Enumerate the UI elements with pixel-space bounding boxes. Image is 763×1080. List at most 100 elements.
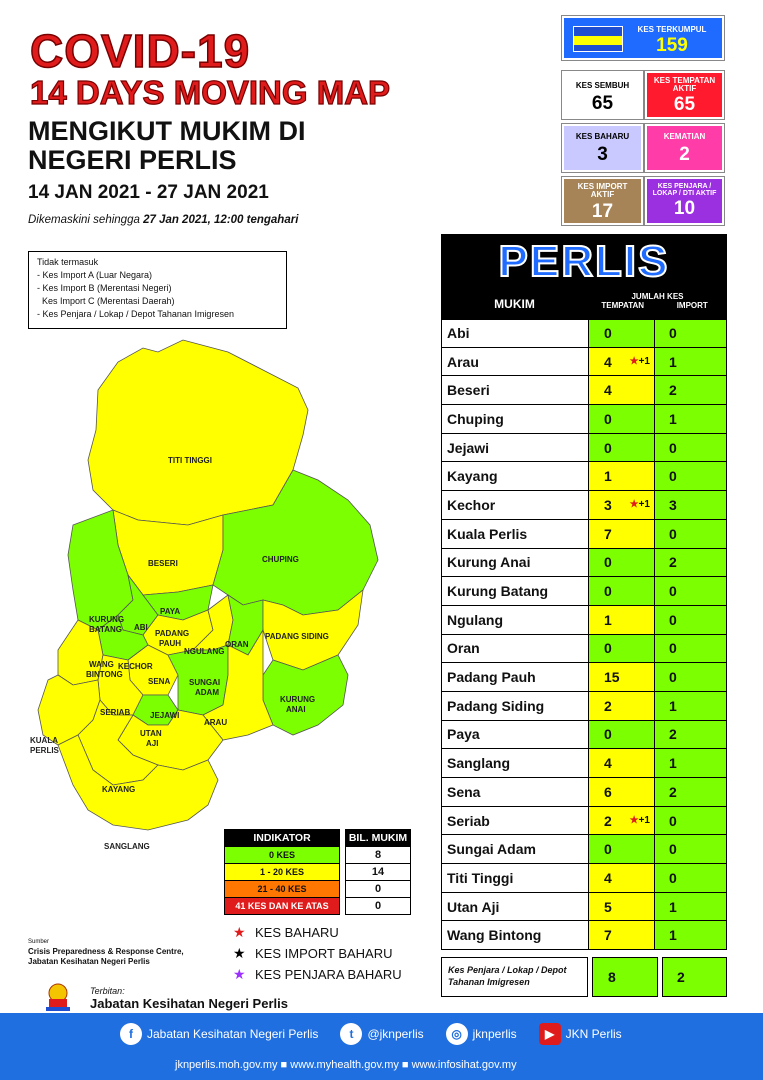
row-import-value: 0 — [655, 806, 726, 835]
new-case-indicator: ★+1 — [630, 815, 650, 826]
tempatan-count: 2 — [604, 697, 612, 714]
new-case-count: +1 — [638, 499, 650, 511]
row-mukim-name: Beseri — [442, 376, 589, 405]
tempatan-count: 7 — [604, 927, 612, 944]
stat-penjara-aktif: KES PENJARA / LOKAP / DTI AKTIF 10 — [644, 176, 725, 226]
stat-tempatan-aktif-label: KES TEMPATAN AKTIF — [653, 76, 716, 94]
map-label-padang-pauh-1: PADANG — [155, 629, 189, 638]
row-import-value: 0 — [655, 864, 726, 892]
source-note: Sumber Crisis Preparedness & Response Ce… — [28, 939, 184, 968]
table-row: Utan Aji 5 1 — [441, 892, 727, 922]
tempatan-count: 0 — [604, 439, 612, 456]
stat-sembuh-value: 65 — [591, 93, 614, 115]
row-import-value: 0 — [655, 605, 726, 634]
col-mukim: MUKIM — [494, 297, 535, 311]
note-item: - Kes Penjara / Lokap / Depot Tahanan Im… — [37, 309, 234, 320]
row-mukim-name: Abi — [442, 320, 589, 347]
footer: f Jabatan Kesihatan Negeri Perlis t @jknpe… — [0, 1013, 763, 1080]
star-label: KES IMPORT BAHARU — [255, 946, 393, 961]
prison-row-name: Kes Penjara / Lokap / Depot Tahanan Imig… — [441, 957, 588, 998]
stat-kematian: KEMATIAN 2 — [644, 123, 725, 173]
row-mukim-name: Sena — [442, 778, 589, 806]
purple-star-icon: ★ — [233, 966, 246, 982]
new-case-count: +1 — [638, 356, 650, 368]
row-tempatan-value: 0 — [589, 835, 655, 864]
date-range: 14 JAN 2021 - 27 JAN 2021 — [28, 182, 269, 203]
stat-sembuh-label: KES SEMBUH — [575, 81, 630, 90]
row-mukim-name: Sungai Adam — [442, 835, 589, 864]
row-tempatan-value: 5 — [589, 892, 655, 921]
stat-sembuh: KES SEMBUH 65 — [561, 70, 644, 120]
row-tempatan-value: 4 ★+1 — [589, 347, 655, 376]
row-tempatan-value: 6 — [589, 778, 655, 806]
legend-count-1: 14 — [345, 863, 411, 881]
row-import-value: 1 — [655, 892, 726, 921]
updated-prefix: Dikemaskini sehingga — [28, 214, 144, 226]
black-star-icon: ★ — [233, 945, 246, 961]
note-item: Kes Import C (Merentasi Daerah) — [37, 296, 175, 307]
row-tempatan-value: 3 ★+1 — [589, 491, 655, 519]
footer-links[interactable]: jknperlis.moh.gov.my ■ www.myhealth.gov.… — [175, 1059, 517, 1071]
row-import-value: 0 — [655, 320, 726, 347]
stat-tempatan-aktif: KES TEMPATAN AKTIF 65 — [644, 70, 725, 120]
table-row: Paya 0 2 — [441, 720, 727, 750]
table-row: Sungai Adam 0 0 — [441, 835, 727, 865]
table-row: Abi 0 0 — [441, 319, 727, 348]
tempatan-count: 0 — [604, 583, 612, 600]
prison-row: Kes Penjara / Lokap / Depot Tahanan Imig… — [441, 957, 727, 998]
updated-time: 27 Jan 2021, 12:00 tengahari — [143, 214, 299, 226]
exclusion-note: Tidak termasuk - Kes Import A (Luar Nega… — [28, 251, 287, 329]
stat-penjara-aktif-label: KES PENJARA / LOKAP / DTI AKTIF — [652, 183, 717, 198]
map-label-utan-aji-1: UTAN — [140, 729, 162, 738]
table-column-header: MUKIM JUMLAH KES TEMPATAN IMPORT — [441, 289, 727, 319]
map-label-sungai-adam-2: ADAM — [195, 688, 219, 697]
twitter-label: @jknperlis — [367, 1027, 424, 1041]
row-tempatan-value: 0 — [589, 548, 655, 577]
tempatan-count: 0 — [604, 325, 612, 342]
legend-col-indikator: INDIKATOR — [224, 829, 340, 847]
map-label-kurung-batang-1: KURUNG — [89, 615, 124, 624]
note-item: - Kes Import A (Luar Negara) — [37, 270, 153, 281]
table-row: Jejawi 0 0 — [441, 433, 727, 463]
row-import-value: 0 — [655, 835, 726, 864]
legend-count-2: 0 — [345, 880, 411, 898]
legend-label-0: 0 KES — [224, 846, 340, 864]
legend-label-1: 1 - 20 KES — [224, 863, 340, 881]
row-mukim-name: Sanglang — [442, 749, 589, 777]
instagram-label: jknperlis — [472, 1027, 517, 1041]
red-star-icon: ★ — [629, 499, 639, 511]
row-import-value: 1 — [655, 691, 726, 720]
prison-row-tempatan: 8 — [592, 957, 658, 998]
row-import-value: 1 — [655, 405, 726, 433]
stat-kematian-label: KEMATIAN — [663, 132, 706, 141]
facebook-icon: f — [120, 1023, 142, 1045]
map-label-sungai-adam-1: SUNGAI — [189, 678, 220, 687]
row-import-value: 2 — [655, 548, 726, 577]
row-import-value: 1 — [655, 347, 726, 376]
facebook-label: Jabatan Kesihatan Negeri Perlis — [147, 1027, 319, 1041]
row-import-value: 2 — [655, 376, 726, 405]
table-row: Titi Tinggi 4 0 — [441, 864, 727, 893]
map-label-ngulang: NGULANG — [184, 647, 224, 656]
col-tempatan: TEMPATAN — [601, 301, 645, 311]
row-mukim-name: Kurung Anai — [442, 548, 589, 577]
youtube-link[interactable]: ▶ JKN Perlis — [538, 1023, 622, 1045]
map-label-kuala-perlis-1: KUALA — [30, 736, 58, 745]
map-label-chuping: CHUPING — [262, 555, 299, 564]
map-label-kechor: KECHOR — [118, 662, 153, 671]
red-star-icon: ★ — [233, 924, 246, 940]
red-star-icon: ★ — [629, 815, 639, 827]
map-label-kurung-batang-2: BATANG — [89, 625, 122, 634]
row-mukim-name: Arau — [442, 347, 589, 376]
table-row: Oran 0 0 — [441, 634, 727, 664]
instagram-link[interactable]: ◎ jknperlis — [445, 1023, 517, 1045]
table-row: Padang Siding 2 1 — [441, 691, 727, 721]
row-mukim-name: Ngulang — [442, 605, 589, 634]
map-label-kayang: KAYANG — [102, 785, 135, 794]
twitter-link[interactable]: t @jknperlis — [340, 1023, 424, 1045]
row-import-value: 1 — [655, 749, 726, 777]
stat-terkumpul-value: 159 — [656, 35, 688, 57]
facebook-link[interactable]: f Jabatan Kesihatan Negeri Perlis — [120, 1023, 318, 1045]
row-tempatan-value: 7 — [589, 921, 655, 950]
youtube-label: JKN Perlis — [565, 1027, 622, 1041]
